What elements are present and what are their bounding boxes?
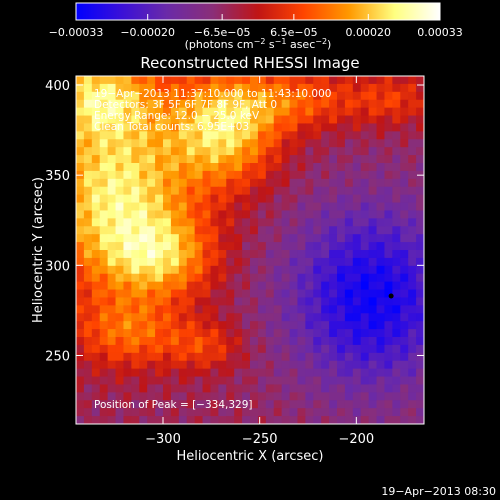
info-energy: Energy Range: 12.0 − 25.0 keV <box>94 110 260 122</box>
chart-title: Reconstructed RHESSI Image <box>140 54 359 72</box>
info-detectors: Detectors: 3F 5F 6F 7F 8F 9F, Att 0 <box>94 99 277 111</box>
info-time: 19−Apr−2013 11:37:10.000 to 11:43:10.000 <box>94 88 331 100</box>
colorbar-tick-label: −0.00033 <box>49 26 104 39</box>
peak-marker <box>388 293 394 299</box>
peak-position-label: Position of Peak = [−334,329] <box>94 399 253 411</box>
heatmap-image <box>76 76 424 424</box>
colorbar-tick-label: 0.00033 <box>417 26 463 39</box>
timestamp: 19−Apr−2013 08:30 <box>381 485 496 498</box>
y-tick-label: 400 <box>45 79 70 94</box>
x-tick-label: −200 <box>338 432 374 447</box>
x-tick-label: −250 <box>242 432 278 447</box>
colorbar-ticks: −0.00033 −0.00020 −6.5e−05 6.5e−05 0.00020 0.… <box>49 14 463 39</box>
x-axis-label: Heliocentric X (arcsec) <box>177 449 324 464</box>
colorbar-tick-label: −6.5e−05 <box>194 26 251 39</box>
y-tick-label: 250 <box>45 349 70 364</box>
info-block: 19−Apr−2013 11:37:10.000 to 11:43:10.000… <box>94 88 331 133</box>
y-tick-label: 300 <box>45 259 70 274</box>
colorbar-tick-label: 0.00020 <box>346 26 392 39</box>
y-tick-label: 350 <box>45 169 70 184</box>
info-clean: Clean Total counts: 6.95E+03 <box>94 121 249 133</box>
y-axis-label: Heliocentric Y (arcsec) <box>31 177 46 323</box>
colorbar-units: (photons cm−2 s−1 asec−2) <box>185 37 332 51</box>
plot-frame <box>75 75 425 425</box>
x-axis-ticks: −300 −250 −200 <box>145 76 374 447</box>
colorbar <box>75 2 441 21</box>
x-tick-label: −300 <box>145 432 181 447</box>
colorbar-tick-label: −0.00020 <box>120 26 175 39</box>
y-axis-ticks: 250 300 350 400 <box>45 79 424 364</box>
colorbar-tick-label: 6.5e−05 <box>270 26 317 39</box>
